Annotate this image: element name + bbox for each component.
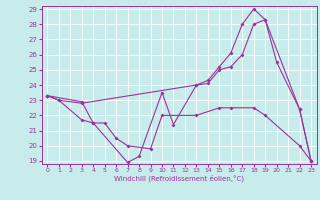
X-axis label: Windchill (Refroidissement éolien,°C): Windchill (Refroidissement éolien,°C) (114, 175, 244, 182)
